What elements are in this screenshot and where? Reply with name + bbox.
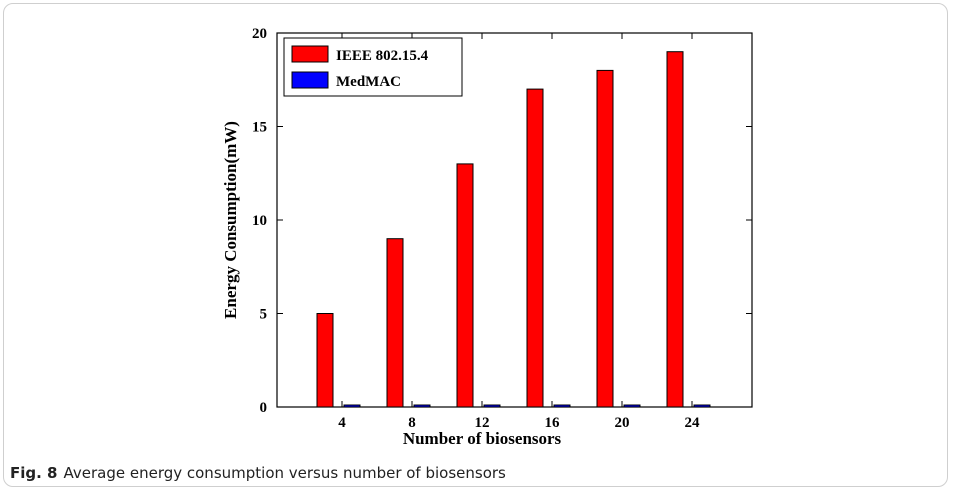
bar-ieee bbox=[596, 69, 614, 408]
x-tick-label: 8 bbox=[408, 415, 416, 431]
x-tick-label: 4 bbox=[338, 415, 346, 431]
x-tick-label: 24 bbox=[685, 415, 701, 431]
x-tick-label: 20 bbox=[615, 415, 630, 431]
y-tick-label: 10 bbox=[252, 213, 267, 229]
legend-swatch-medmac bbox=[291, 71, 329, 89]
legend-swatch-ieee bbox=[291, 45, 329, 63]
x-tick-label: 16 bbox=[545, 415, 561, 431]
bar-medmac bbox=[483, 404, 501, 408]
bar-chart: 0 5 10 15 20 4 8 12 16 20 24 IEEE 802.15.4 MedMAC Nu… bbox=[221, 26, 753, 448]
figure-caption-text: Average energy consumption versus number… bbox=[63, 464, 506, 482]
bar-ieee bbox=[456, 163, 474, 408]
x-axis-label: Number of biosensors bbox=[403, 429, 562, 448]
y-tick-label: 0 bbox=[260, 400, 268, 416]
bar-medmac bbox=[343, 404, 361, 408]
bar-ieee bbox=[386, 238, 404, 408]
legend-label-ieee: IEEE 802.15.4 bbox=[336, 48, 429, 64]
y-tick-label: 20 bbox=[252, 26, 267, 42]
bar-medmac bbox=[553, 404, 571, 408]
bar-ieee bbox=[526, 88, 544, 408]
figure-frame bbox=[3, 3, 948, 487]
legend-label-medmac: MedMAC bbox=[336, 74, 401, 90]
y-axis-label: Energy Consumption(mW) bbox=[221, 121, 240, 319]
figure-label: Fig. 8 bbox=[10, 464, 58, 482]
figure-caption: Fig. 8 Average energy consumption versus … bbox=[10, 464, 506, 482]
y-tick-label: 5 bbox=[260, 307, 268, 323]
bar-medmac bbox=[623, 404, 641, 408]
bar-ieee bbox=[666, 51, 684, 408]
bar-ieee bbox=[316, 313, 334, 408]
x-tick-label: 12 bbox=[475, 415, 490, 431]
bar-medmac bbox=[413, 404, 431, 408]
y-tick-label: 15 bbox=[252, 120, 267, 136]
bar-medmac bbox=[693, 404, 711, 408]
